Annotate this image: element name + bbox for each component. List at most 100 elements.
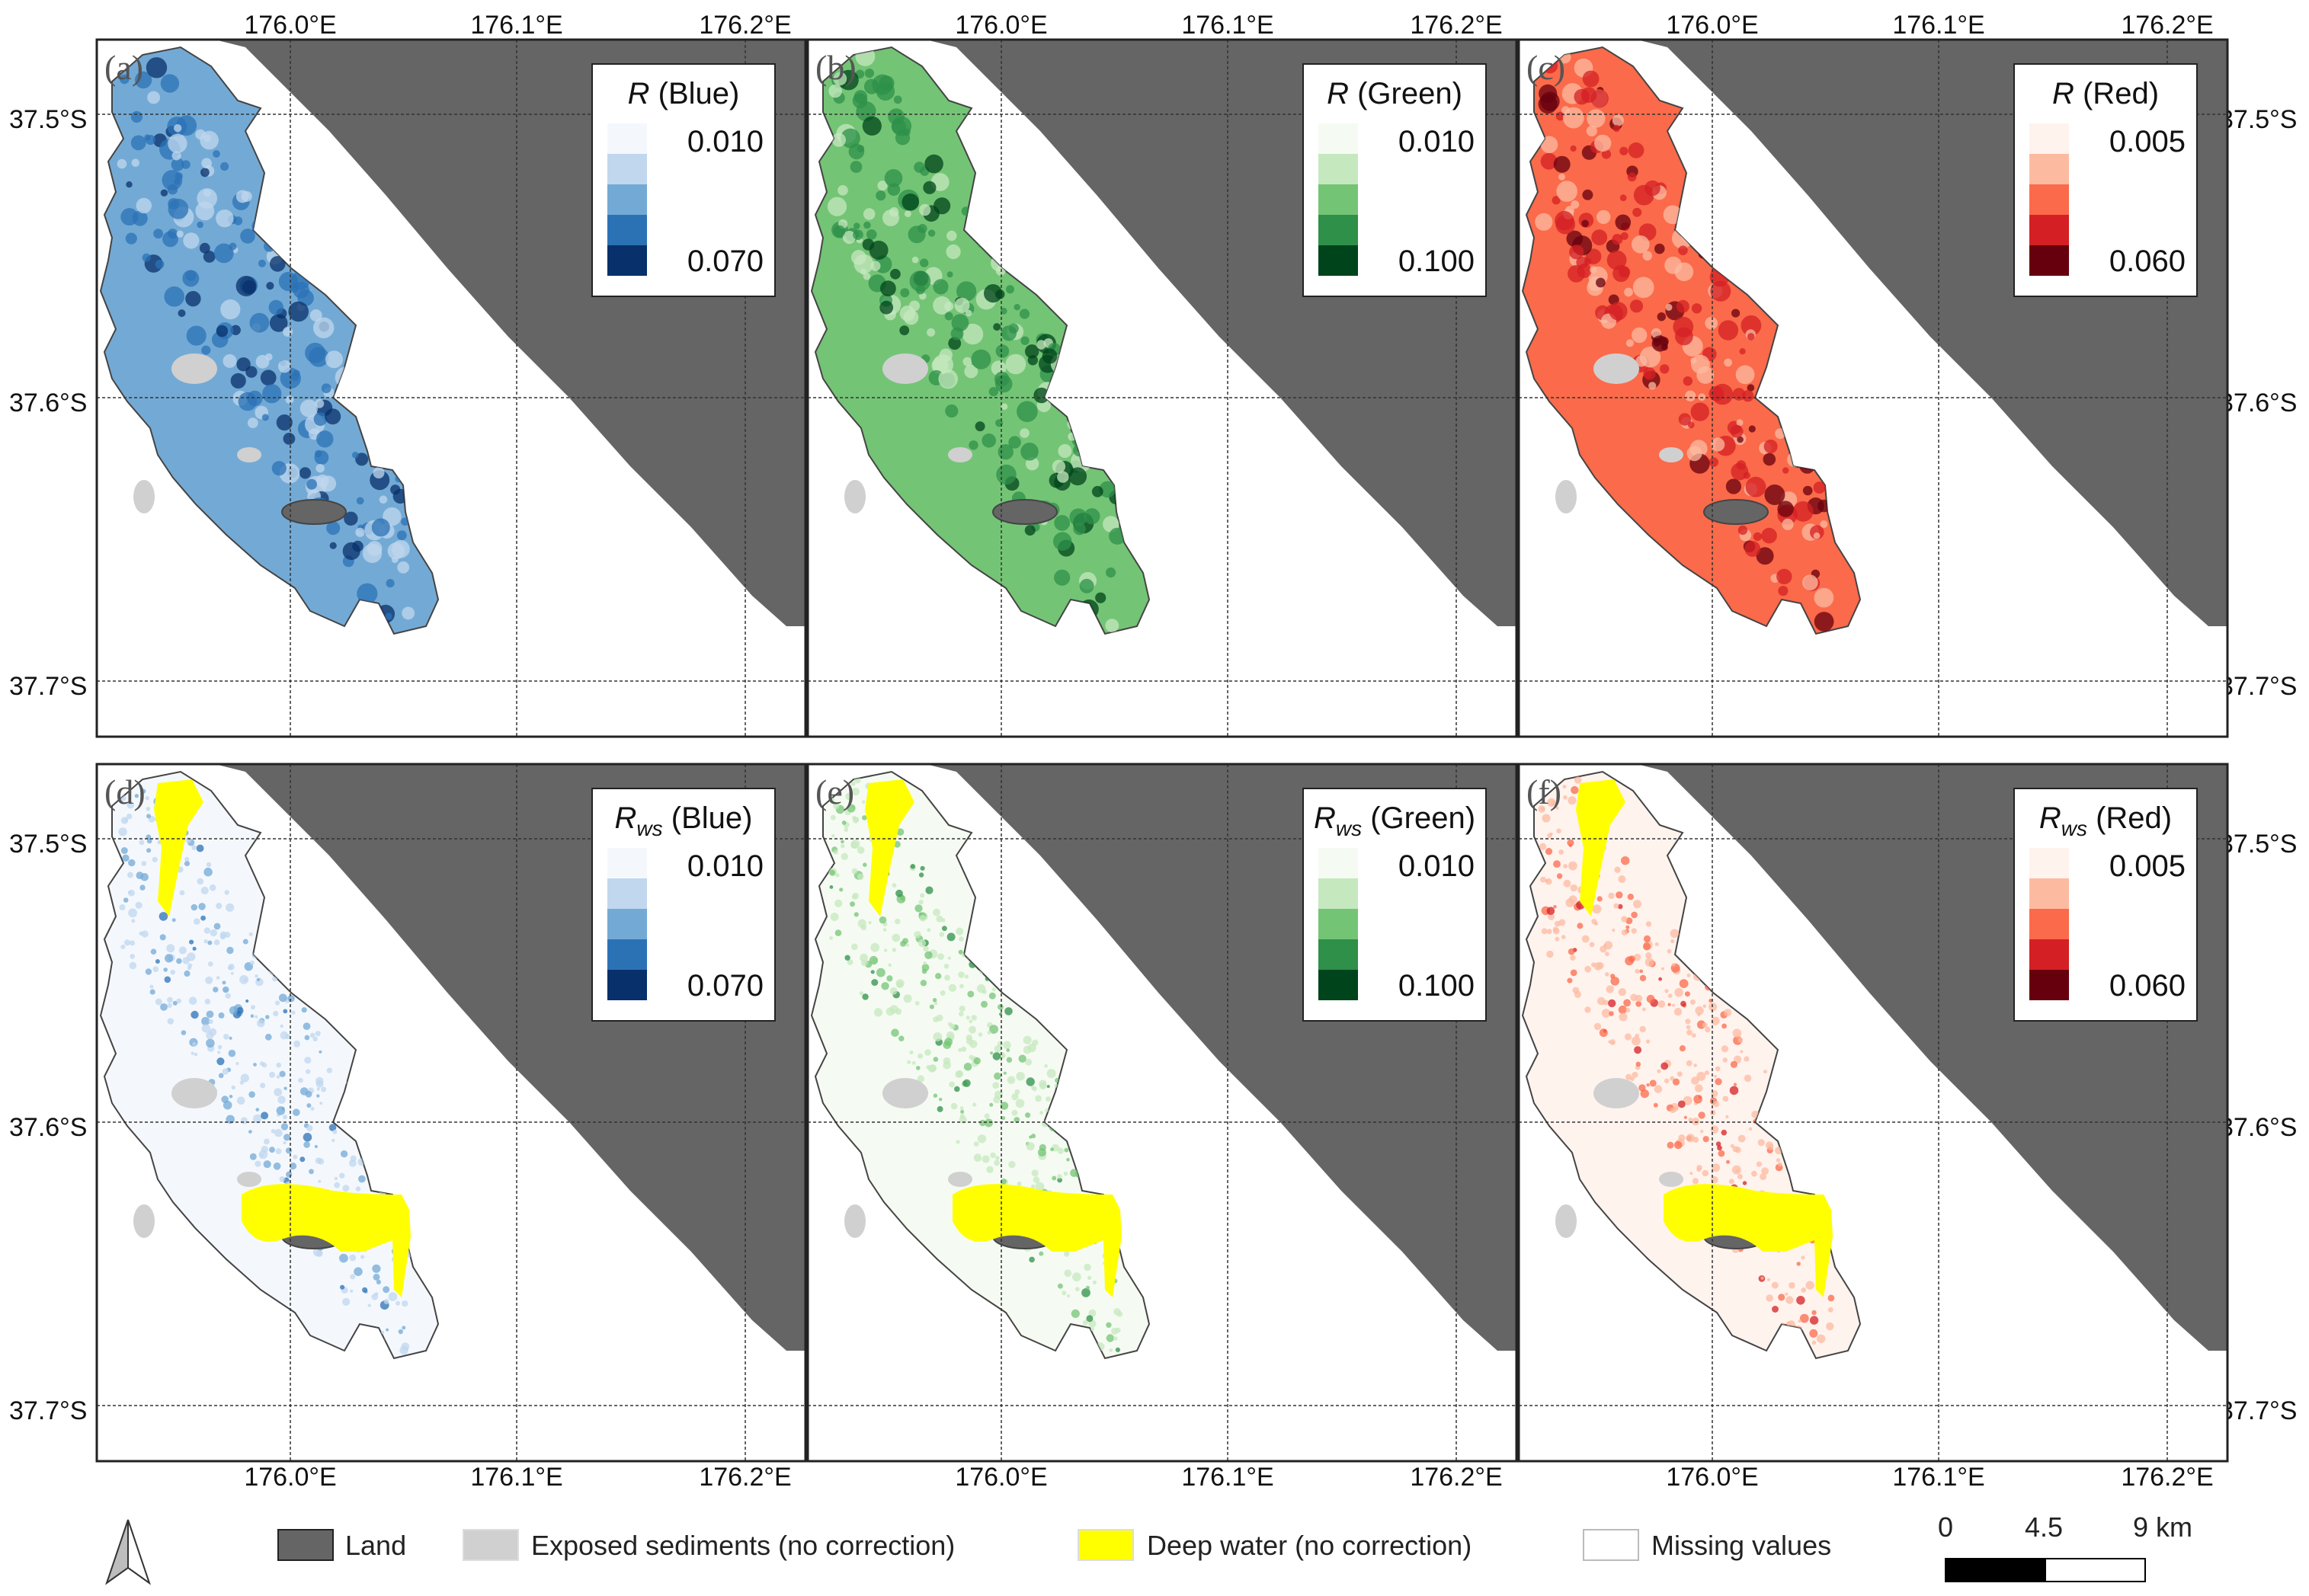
texture-dot [199,242,210,254]
panel-frame [806,763,1518,1463]
texture-dot [1748,425,1756,433]
lat-label: 37.5°S [2219,105,2297,134]
texture-dot [918,900,924,905]
texture-dot [998,1004,1004,1010]
texture-dot [362,1287,368,1293]
texture-dot [247,417,258,428]
texture-dot [899,895,905,900]
texture-dot [987,1031,991,1035]
texture-dot [1764,485,1785,505]
texture-dot [1008,436,1021,449]
texture-dot [379,495,388,504]
texture-dot [1589,942,1595,948]
texture-dot [1813,532,1821,539]
texture-dot [959,984,964,989]
texture-dot [961,1046,967,1052]
texture-dot [1673,1140,1683,1150]
texture-dot [261,1111,269,1120]
texture-dot [255,1108,260,1111]
texture-dot [1737,1134,1746,1143]
lon-label: 176.0°E [1666,1463,1758,1492]
texture-dot [1643,367,1656,380]
land-swatch [277,1529,334,1561]
texture-dot [992,1082,1000,1089]
texture-dot [1081,1288,1090,1297]
texture-dot [1740,1050,1744,1054]
texture-dot [119,904,126,910]
texture-dot [131,919,136,923]
texture-dot [186,325,207,346]
texture-dot [862,116,882,136]
texture-dot [1715,1141,1721,1147]
texture-dot [1027,355,1038,366]
texture-dot [834,899,843,907]
texture-dot [328,1124,337,1131]
texture-dot [962,323,984,345]
texture-dot [947,956,951,960]
texture-dot [1545,878,1552,885]
texture-dot [1698,1111,1705,1119]
scale-bar: 0 4.5 9 km [1938,1511,2192,1582]
texture-dot [891,1028,899,1037]
texture-dot [982,989,987,994]
texture-dot [1646,1083,1650,1087]
texture-dot [1057,471,1069,483]
texture-dot [1718,320,1739,341]
texture-dot [1683,1115,1687,1119]
texture-dot [1574,776,1582,784]
texture-dot [1728,1179,1734,1185]
texture-dot [1811,1310,1817,1316]
texture-dot [1710,1109,1716,1116]
texture-dot [918,939,927,948]
texture-dot [402,606,415,620]
lon-label: 176.0°E [244,11,336,40]
texture-dot [128,908,137,918]
texture-dot [1776,568,1792,584]
texture-dot [1676,299,1689,313]
texture-dot [278,993,287,1003]
texture-dot [274,1000,280,1006]
texture-dot [1634,1046,1642,1054]
texture-dot [1710,280,1731,302]
texture-dot [1617,904,1623,910]
texture-dot [1593,962,1603,971]
texture-dot [1592,904,1602,914]
ramp-swatch [1318,970,1358,1000]
texture-dot [201,158,212,168]
texture-dot [194,918,200,925]
texture-dot [120,74,130,85]
texture-dot [1581,219,1589,228]
texture-dot [131,158,140,167]
panel-frame [806,38,1518,738]
sediments-legend-label: Exposed sediments (no correction) [531,1530,955,1561]
texture-dot [152,856,158,862]
texture-dot [1577,923,1584,929]
texture-dot [1082,1319,1088,1326]
texture-dot [1029,1256,1035,1263]
texture-dot [973,1057,981,1065]
texture-dot [277,1095,286,1104]
texture-dot [829,885,834,889]
texture-dot [249,1153,257,1160]
texture-dot [860,953,868,962]
texture-dot [120,208,139,226]
texture-dot [231,1085,235,1090]
texture-dot [1799,1313,1809,1323]
texture-dot [1664,1078,1670,1083]
texture-dot [1732,388,1746,401]
texture-dot [1109,1348,1113,1352]
texture-dot [299,399,318,417]
texture-dot [1693,1095,1702,1104]
texture-dot [1729,1086,1739,1095]
texture-dot [1698,393,1706,401]
panel-label: (c) [1526,48,1565,87]
lon-label: 176.2°E [1410,1463,1502,1492]
texture-dot [206,1031,214,1040]
texture-dot [1017,1181,1022,1186]
texture-dot [1621,856,1630,865]
ramp-swatch [2029,245,2069,276]
texture-dot [1792,501,1814,522]
texture-dot [130,135,146,151]
texture-dot [1542,814,1551,823]
texture-dot [1027,1043,1036,1053]
